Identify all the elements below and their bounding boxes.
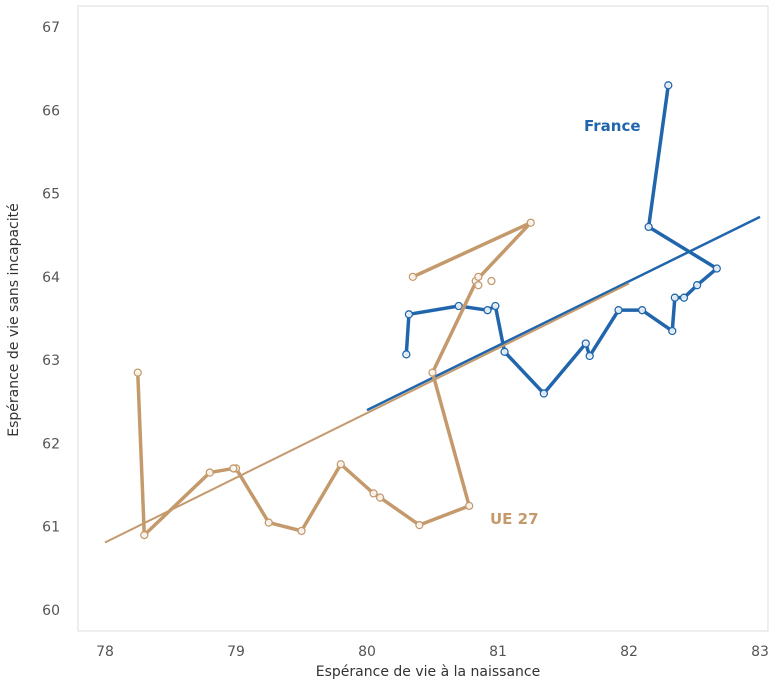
data-point	[692, 281, 702, 290]
data-point	[404, 310, 414, 319]
data-point	[336, 460, 345, 469]
series-path-segment	[411, 220, 533, 279]
data-point	[402, 350, 411, 359]
series-ue27	[104, 218, 630, 544]
data-point	[664, 81, 673, 90]
data-point	[264, 518, 273, 527]
data-point	[614, 306, 623, 315]
y-tick-label: 62	[42, 436, 60, 452]
y-tick-label: 60	[42, 603, 60, 619]
data-point	[415, 520, 424, 530]
y-tick-label: 67	[42, 20, 60, 36]
data-point	[474, 272, 483, 282]
data-point	[369, 489, 378, 498]
series-layer	[104, 81, 761, 544]
data-point	[140, 530, 149, 540]
data-point	[712, 264, 721, 273]
y-tick-label: 66	[42, 103, 60, 119]
data-point	[585, 351, 594, 361]
data-point	[133, 368, 142, 377]
trend-line	[366, 215, 761, 412]
x-axis-title: Espérance de vie à la naissance	[316, 664, 540, 680]
series-path	[404, 83, 719, 396]
data-point	[637, 306, 647, 315]
series-label-france: France	[584, 117, 641, 135]
data-point	[500, 347, 509, 356]
data-point	[487, 276, 496, 286]
data-point	[526, 218, 535, 227]
data-point	[539, 389, 548, 398]
data-point	[668, 326, 677, 336]
y-tick-label: 63	[42, 353, 60, 369]
x-tick-labels: 78 79 80 81 82 83	[96, 644, 769, 660]
data-point	[465, 501, 474, 511]
data-point	[454, 301, 463, 311]
x-tick-label: 78	[96, 644, 114, 660]
data-point	[644, 222, 653, 232]
data-point	[297, 526, 306, 536]
data-point	[474, 281, 483, 290]
trend-line	[104, 282, 630, 544]
data-point	[408, 272, 418, 282]
data-point	[483, 306, 492, 315]
series-label-ue27: UE 27	[490, 510, 539, 528]
data-point	[205, 468, 214, 477]
data-point	[428, 368, 437, 377]
data-point	[375, 493, 385, 502]
data-point	[581, 339, 590, 348]
x-tick-label: 81	[489, 644, 507, 660]
y-tick-label: 64	[42, 270, 60, 286]
y-tick-label: 65	[42, 187, 60, 203]
x-tick-label: 82	[620, 644, 638, 660]
x-tick-label: 79	[227, 644, 245, 660]
data-point	[679, 293, 689, 302]
y-tick-labels: 60 61 62 63 64 65 66 67	[42, 20, 60, 619]
y-axis-title: Espérance de vie sans incapacité	[6, 203, 22, 436]
x-tick-label: 80	[358, 644, 376, 660]
data-point	[229, 464, 238, 473]
series-france	[366, 81, 761, 412]
data-point	[491, 301, 500, 311]
series-path	[136, 220, 533, 537]
plot-frame	[77, 5, 769, 632]
data-point	[670, 293, 679, 302]
x-tick-label: 83	[751, 644, 769, 660]
y-tick-label: 61	[42, 520, 60, 536]
